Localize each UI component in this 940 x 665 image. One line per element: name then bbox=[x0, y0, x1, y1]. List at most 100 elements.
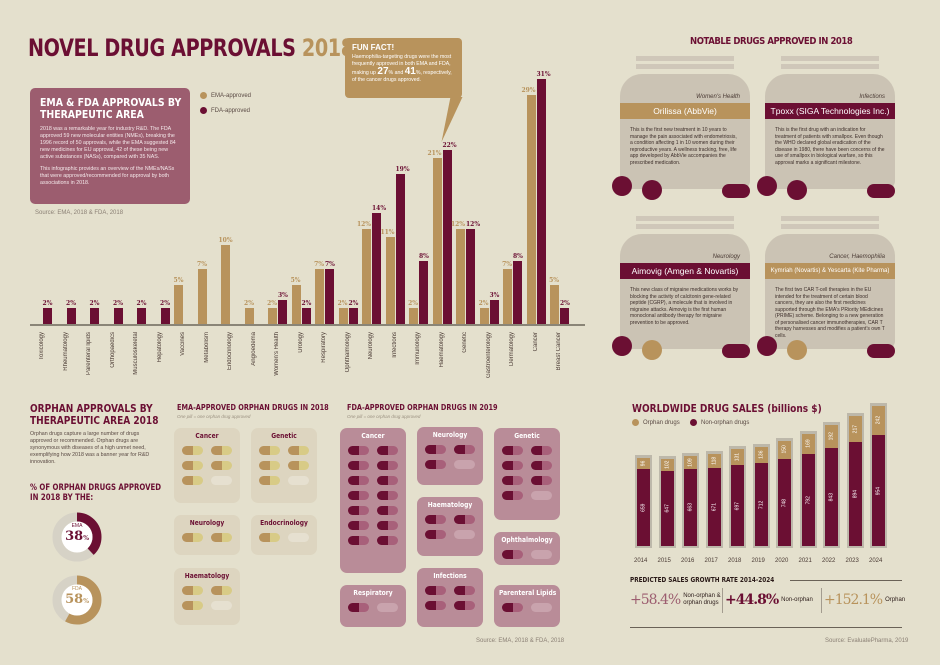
empty-capsule-slot bbox=[454, 460, 475, 469]
fda-donut: FDA 58% bbox=[52, 575, 102, 625]
fda-bar bbox=[560, 308, 569, 324]
capsule-icon bbox=[531, 461, 552, 470]
drug-description: This is the first drug with an indicatio… bbox=[775, 127, 885, 166]
capsule-icon bbox=[182, 586, 203, 595]
capsule-half bbox=[512, 550, 523, 559]
capsule-half bbox=[502, 603, 513, 612]
growth-item: +58.4% Non-orphan & orphan drugs bbox=[630, 592, 721, 608]
intro-p2: This infographic provides an overview of… bbox=[40, 166, 175, 186]
capsule-icon bbox=[377, 536, 398, 545]
capsule-icon bbox=[211, 533, 232, 542]
pill-grid bbox=[417, 586, 483, 610]
legend-nonorphan: Non-orphan drugs bbox=[690, 419, 749, 426]
jar-lid bbox=[781, 216, 879, 221]
category-label: Toxicology bbox=[39, 332, 45, 361]
fun-v1: 27 bbox=[377, 66, 389, 77]
category-label: Genetic bbox=[462, 332, 468, 353]
year-label: 2022 bbox=[822, 558, 836, 564]
capsule-half bbox=[387, 446, 398, 455]
capsule-half bbox=[425, 530, 436, 539]
capsule-icon bbox=[348, 603, 369, 612]
orphan-group-title: Endocrinology bbox=[260, 519, 308, 527]
nonorphan-value: 954 bbox=[875, 486, 882, 495]
ema-bar bbox=[526, 94, 536, 324]
drug-name: Orilissa (AbbVie) bbox=[620, 103, 750, 119]
capsule-half bbox=[377, 446, 388, 455]
capsule-half bbox=[512, 476, 523, 485]
capsule-half bbox=[541, 446, 552, 455]
capsule-half bbox=[182, 446, 193, 455]
orphan-group-box: Endocrinology bbox=[251, 515, 317, 555]
capsule-half bbox=[377, 491, 388, 500]
capsule-half bbox=[464, 601, 475, 610]
legend-nonorphan-label: Non-orphan drugs bbox=[701, 419, 750, 426]
ema-bar bbox=[244, 308, 254, 324]
drug-area: Women's Health bbox=[696, 94, 740, 100]
drug-area: Cancer, Haemophilia bbox=[829, 254, 885, 260]
approvals-bar-chart: 2% Toxicology 2% Rheumatology 2% Parenteral l… bbox=[0, 0, 600, 400]
nonorphan-bar bbox=[684, 468, 697, 546]
title-text: NOVEL DRUG APPROVALS bbox=[28, 34, 296, 62]
pct-sign: % bbox=[83, 598, 89, 605]
capsule-half bbox=[387, 536, 398, 545]
capsule-half bbox=[502, 476, 513, 485]
ema-bar bbox=[221, 245, 230, 324]
fda-value-label: 3% bbox=[278, 292, 288, 300]
capsule-half bbox=[259, 476, 270, 485]
ema-value-label: 10% bbox=[218, 237, 233, 244]
orphan-value: 136 bbox=[758, 450, 764, 460]
ema-value-label: 2% bbox=[267, 300, 277, 308]
fun-fact-text: Haemophilia-targeting drugs were the mos… bbox=[352, 54, 455, 84]
capsule-half bbox=[358, 476, 369, 485]
pill-grid bbox=[174, 586, 240, 610]
ema-donut-ring bbox=[52, 512, 102, 562]
empty-capsule-slot bbox=[531, 491, 552, 500]
pill-grid bbox=[494, 446, 560, 500]
category-label: Parenteral lipids bbox=[86, 332, 92, 376]
growth-value: +58.4% bbox=[630, 592, 681, 608]
orphan-value: 102 bbox=[664, 460, 670, 469]
fda-value-label: 2% bbox=[42, 300, 53, 308]
notable-title: NOTABLE DRUGS APPROVED IN 2018 bbox=[690, 36, 853, 47]
capsule-icon bbox=[377, 506, 398, 515]
capsule-half bbox=[425, 460, 436, 469]
fda-bar bbox=[43, 308, 52, 324]
category-label: Dermatology bbox=[509, 332, 515, 367]
capsule-half bbox=[182, 601, 193, 610]
orphan-group-box: Neurology bbox=[174, 515, 240, 555]
growth-value: +152.1% bbox=[824, 592, 883, 608]
capsule-half bbox=[192, 476, 203, 485]
capsule-icon bbox=[348, 536, 369, 545]
pill-grid bbox=[417, 515, 483, 539]
orphan-value: 217 bbox=[852, 424, 858, 434]
orphan-group-title: Genetic bbox=[271, 432, 297, 440]
capsule-half bbox=[221, 446, 232, 455]
fda-value-label: 2% bbox=[560, 300, 570, 308]
capsule-half bbox=[425, 601, 436, 610]
capsule-icon bbox=[348, 521, 369, 530]
capsule-half bbox=[512, 491, 523, 500]
nonorphan-bar bbox=[825, 447, 838, 546]
fda-pct-number: 58 bbox=[65, 592, 84, 607]
capsule-half bbox=[288, 461, 299, 470]
ema-value-label: 2% bbox=[478, 300, 489, 308]
ema-value-label: 29% bbox=[521, 86, 536, 94]
pill-icon bbox=[642, 340, 662, 360]
capsule-half bbox=[377, 521, 388, 530]
pill-icon bbox=[612, 176, 632, 196]
empty-capsule-slot bbox=[531, 603, 552, 612]
capsule-icon bbox=[259, 461, 280, 470]
capsule-half bbox=[464, 515, 475, 524]
orphan-bar bbox=[848, 416, 862, 442]
year-label: 2021 bbox=[798, 558, 812, 564]
capsule-half bbox=[358, 461, 369, 470]
capsule-half bbox=[358, 446, 369, 455]
intro-box: EMA & FDA APPROVALS BY THERAPEUTIC AREA … bbox=[30, 88, 190, 204]
pill-grid bbox=[494, 603, 560, 612]
fda-bar bbox=[395, 173, 405, 324]
orphan-group-box: Infections bbox=[417, 568, 483, 627]
category-label: Respiratory bbox=[321, 332, 327, 363]
fda-bar bbox=[419, 260, 428, 324]
capsule-half bbox=[358, 521, 369, 530]
jar-body: Neurology Aimovig (Amgen & Novartis) This … bbox=[620, 234, 750, 349]
